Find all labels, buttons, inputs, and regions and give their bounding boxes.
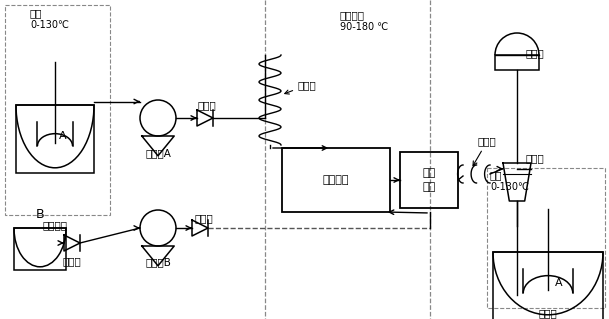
Bar (495, 55, 539, 70)
Text: 止回阀: 止回阀 (198, 100, 216, 110)
Text: 延时管: 延时管 (473, 136, 497, 166)
Text: 止回阀: 止回阀 (195, 213, 213, 223)
Text: 止回阀: 止回阀 (63, 256, 82, 266)
Text: 预热管: 预热管 (285, 80, 317, 94)
Text: A: A (555, 278, 563, 288)
Text: B: B (36, 209, 44, 221)
Text: 0-130℃: 0-130℃ (490, 182, 529, 192)
Text: 背压阀: 背压阀 (525, 153, 544, 163)
Text: 微反应器: 微反应器 (323, 175, 349, 185)
Bar (487, 168, 605, 308)
Bar (16, 105, 94, 173)
Text: 90-180 ℃: 90-180 ℃ (340, 22, 389, 32)
Text: 合器: 合器 (423, 182, 435, 192)
Text: 微混: 微混 (423, 168, 435, 178)
Text: 0-130℃: 0-130℃ (30, 20, 69, 30)
Text: 油浴温度: 油浴温度 (340, 10, 365, 20)
Text: 保温: 保温 (30, 8, 43, 18)
Bar (282, 148, 390, 212)
Text: 前处理釜: 前处理釜 (43, 220, 68, 230)
Bar (493, 252, 603, 319)
Bar (5, 5, 110, 215)
Text: 计量泵A: 计量泵A (145, 148, 171, 158)
Text: 保温: 保温 (490, 170, 502, 180)
Bar (14, 228, 66, 270)
Text: 压力表: 压力表 (525, 48, 544, 58)
Text: 计量泵B: 计量泵B (145, 257, 171, 267)
Text: 中和釜: 中和釜 (538, 308, 557, 318)
Text: A: A (59, 131, 66, 141)
Bar (400, 152, 458, 208)
